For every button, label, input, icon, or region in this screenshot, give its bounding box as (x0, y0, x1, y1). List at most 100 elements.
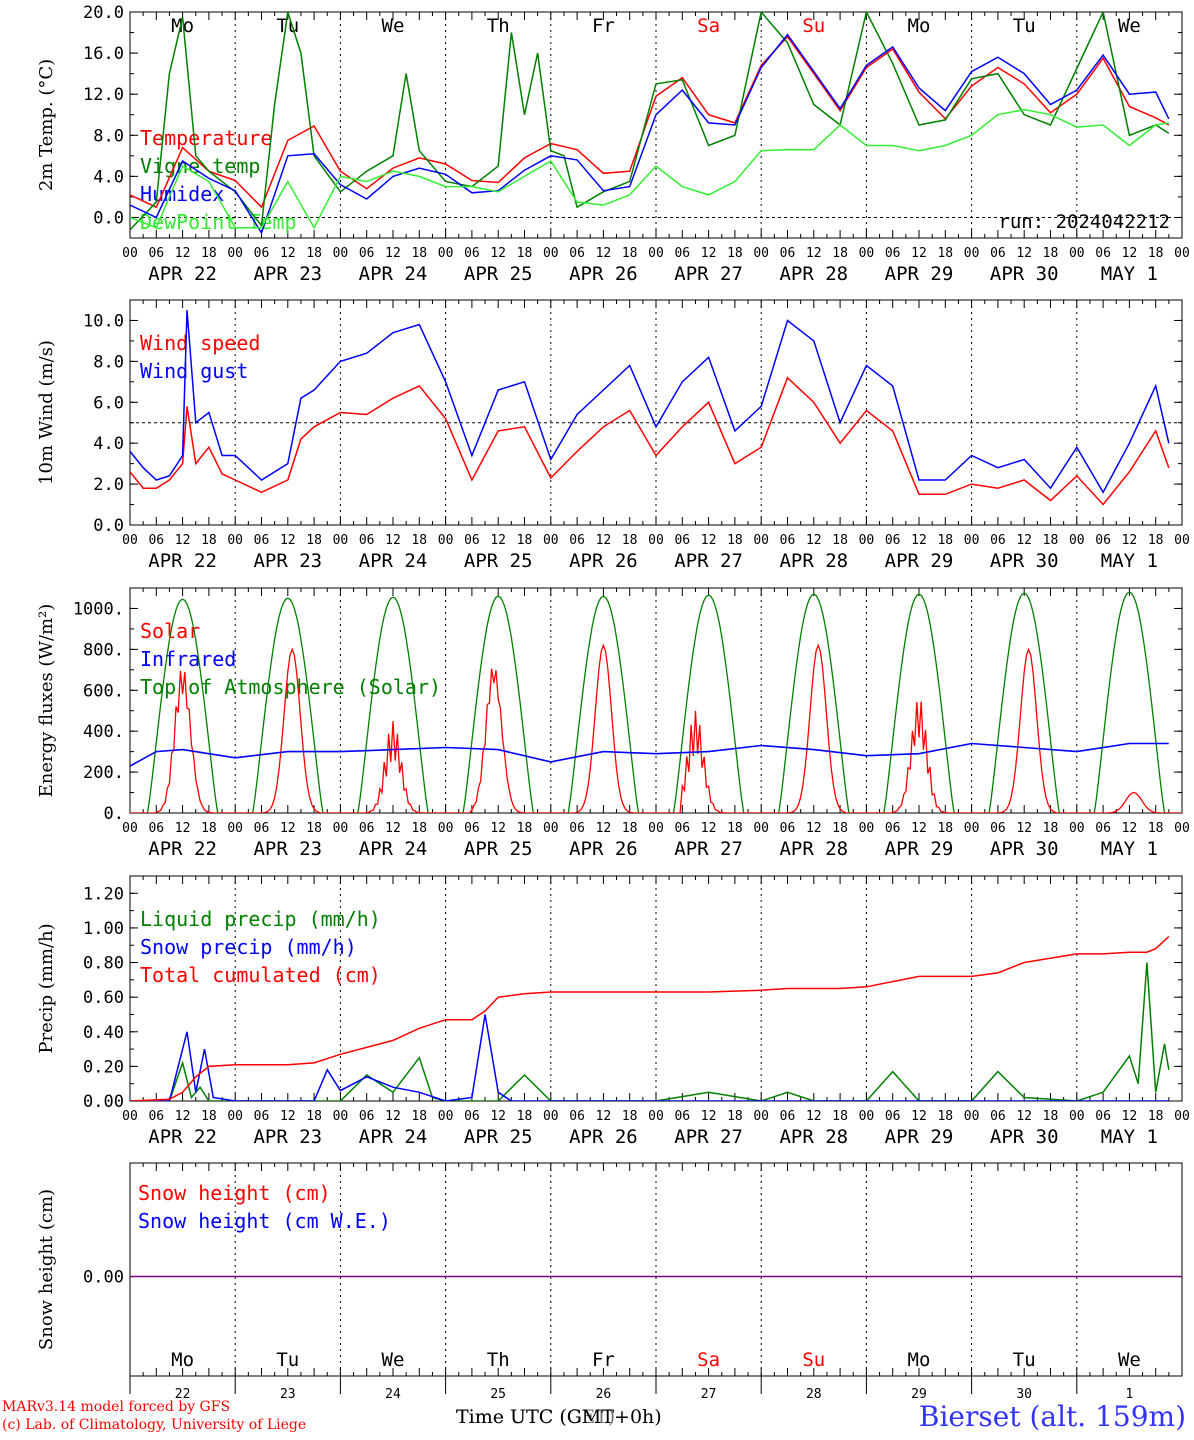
toa-solar-line (550, 595, 656, 813)
y-tick-label: 0.00 (83, 1268, 124, 1288)
x-hour-label: 12 (701, 533, 717, 548)
x-hour-label: 06 (990, 246, 1006, 261)
x-date-label: APR 29 (885, 1126, 954, 1148)
x-hour-label: 00 (438, 533, 454, 548)
x-hour-label: 00 (1174, 246, 1190, 261)
x-hour-label: 18 (411, 1109, 427, 1124)
x-hour-label: 00 (859, 821, 875, 836)
toa-solar-line (1076, 591, 1182, 813)
y-tick-label: 200. (83, 763, 124, 783)
y-tick-label: 10.0 (83, 311, 124, 331)
legend-entry: Wind gust (140, 359, 248, 383)
x-hour-label: 12 (806, 821, 822, 836)
x-hour-label: 12 (1016, 821, 1032, 836)
toa-solar-line (971, 592, 1077, 813)
series-group (130, 591, 1182, 813)
x-hour-label: 00 (1174, 533, 1190, 548)
x-hour-label: 18 (832, 821, 848, 836)
x-hour-label: 00 (753, 533, 769, 548)
panel-3: 1000. 800. 600. 400. 200. 0. Energy fluxes (W/… (36, 587, 1190, 860)
x-hour-label: 00 (859, 246, 875, 261)
solar-line (340, 721, 446, 813)
y-tick-label: 0. (104, 804, 124, 824)
x-hour-label: 06 (569, 533, 585, 548)
model-label: MARv3.14 model forced by GFS (2, 1399, 231, 1415)
x-hour-label: 12 (806, 533, 822, 548)
model-credit: MARv3.14 model forced by GFS (c) Lab. of… (2, 1398, 306, 1434)
x-hour-label: 18 (832, 533, 848, 548)
panel-2: 10.0 8.0 6.0 4.0 2.0 0.0 10m Wind (m/s) 00 06 12 1… (36, 299, 1190, 572)
x-hour-label: 06 (674, 1109, 690, 1124)
legend-entry: Snow height (cm W.E.) (138, 1209, 391, 1233)
x-hour-label: 06 (464, 533, 480, 548)
day-number-label: 25 (490, 1387, 506, 1402)
x-hour-label: 00 (227, 1109, 243, 1124)
x-hour-label: 12 (1016, 1109, 1032, 1124)
x-hour-label: 06 (148, 533, 164, 548)
x-hour-label: 06 (674, 533, 690, 548)
x-hour-label: 00 (648, 821, 664, 836)
y-tick-label: 4.0 (93, 167, 124, 187)
x-hour-label: 00 (859, 1109, 875, 1124)
x-hour-label: 18 (622, 821, 638, 836)
x-date-label: MAY 1 (1101, 838, 1158, 860)
x-hour-label: 18 (517, 246, 533, 261)
x-hour-label: 18 (727, 821, 743, 836)
y-tick-label: 0.20 (83, 1057, 124, 1077)
y-tick-label: 1.00 (83, 919, 124, 939)
y-tick-label: 0.80 (83, 954, 124, 974)
x-hour-label: 18 (1148, 1109, 1164, 1124)
x-hour-label: 00 (964, 821, 980, 836)
legend-entry: Vigne temp (140, 154, 260, 178)
x-date-label: APR 25 (464, 550, 533, 572)
x-hour-label: 12 (280, 533, 296, 548)
y-tick-label: 600. (83, 681, 124, 701)
x-hour-label: 00 (122, 533, 138, 548)
day-number-label: 29 (911, 1387, 927, 1402)
y-tick-label: 8.0 (93, 352, 124, 372)
x-date-label: APR 29 (885, 550, 954, 572)
x-hour-label: 06 (464, 1109, 480, 1124)
legend-entry: Temperature (140, 126, 272, 150)
series-group (130, 936, 1170, 1101)
x-hour-label: 00 (753, 1109, 769, 1124)
x-hour-label: 12 (175, 533, 191, 548)
x-hour-label: 12 (1016, 533, 1032, 548)
x-hour-label: 06 (674, 821, 690, 836)
x-hour-label: 18 (832, 1109, 848, 1124)
solar-line (1076, 791, 1182, 813)
x-hour-label: 00 (227, 533, 243, 548)
x-hour-label: 00 (1069, 821, 1085, 836)
x-hour-label: 12 (806, 246, 822, 261)
solar-line (235, 647, 341, 813)
x-hour-label: 12 (175, 246, 191, 261)
x-date-label: APR 26 (569, 1126, 638, 1148)
x-hour-label: 12 (490, 533, 506, 548)
y-tick-label: 1000. (73, 599, 124, 619)
x-hour-label: 12 (1122, 1109, 1138, 1124)
x-hour-label: 00 (1069, 246, 1085, 261)
run-annotation: run: 2024042212 (998, 211, 1170, 233)
x-hour-label: 18 (727, 1109, 743, 1124)
x-hour-label: 18 (937, 246, 953, 261)
weekday-label: We (382, 15, 405, 37)
time-label-gmt: Time UTC (GMT+0h) (456, 1406, 662, 1428)
weekday-label: Su (802, 1349, 825, 1371)
solar-line (761, 643, 867, 813)
x-hour-label: 06 (885, 246, 901, 261)
x-hour-label: 12 (911, 821, 927, 836)
series-line (130, 962, 1170, 1101)
toa-solar-line (340, 596, 446, 813)
x-hour-label: 06 (1095, 533, 1111, 548)
series-line (130, 310, 1170, 494)
weekday-label: Mo (908, 15, 931, 37)
x-hour-label: 00 (333, 1109, 349, 1124)
x-hour-label: 06 (780, 1109, 796, 1124)
day-number-label: 24 (385, 1387, 401, 1402)
x-hour-label: 00 (859, 533, 875, 548)
y-tick-label: 6.0 (93, 393, 124, 413)
toa-solar-line (761, 593, 867, 813)
x-hour-label: 18 (411, 821, 427, 836)
legend-entry: Wind speed (140, 331, 260, 355)
series-group (130, 310, 1170, 506)
